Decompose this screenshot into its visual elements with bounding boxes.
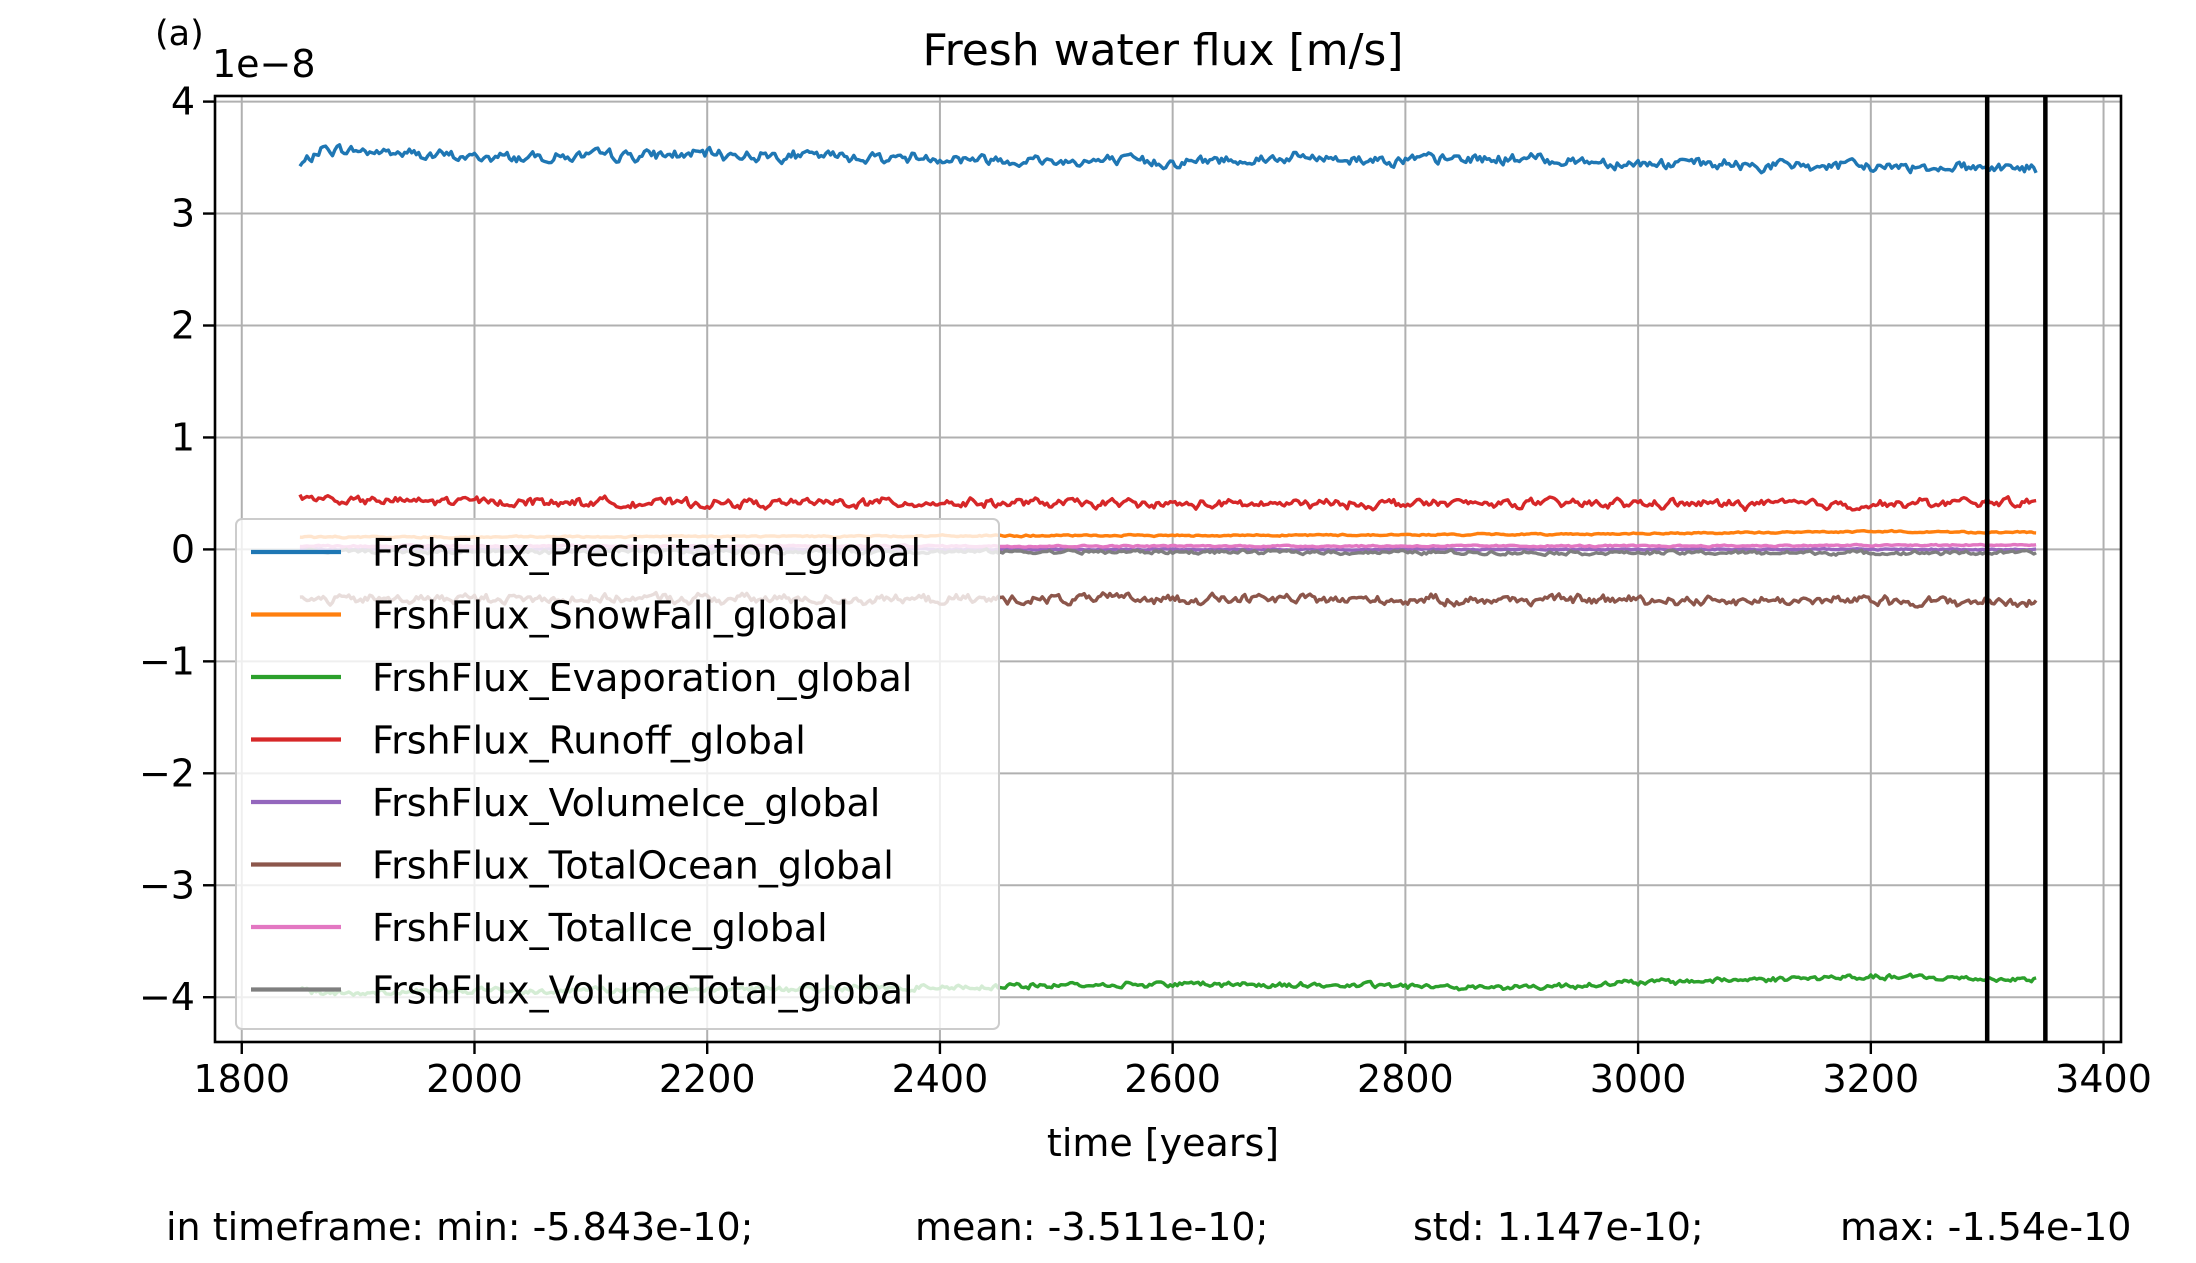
x-tick-label: 3200 (1822, 1057, 1919, 1101)
legend-entry: FrshFlux_SnowFall_global (372, 594, 849, 638)
plot-frame (213, 94, 2123, 1044)
x-tick-label: 2000 (426, 1057, 523, 1101)
legend-entry: FrshFlux_VolumeTotal_global (372, 969, 914, 1013)
x-tick-label: 2600 (1124, 1057, 1221, 1101)
series-line (298, 143, 2038, 175)
y-tick-label: 0 (171, 527, 195, 571)
y-tick-label: 3 (171, 192, 195, 236)
y-axis-ticks: −4 −3 −2 −1 0 1 2 3 4 (139, 80, 215, 1019)
legend-box (235, 518, 1000, 1030)
x-tick-label: 2200 (659, 1057, 756, 1101)
y-axis-offset-label: 1e−8 (212, 42, 316, 86)
y-tick-label: −2 (139, 751, 195, 795)
legend-entry: FrshFlux_VolumeIce_global (372, 781, 880, 825)
panel-label: (a) (155, 14, 204, 54)
y-tick-label: 2 (171, 304, 195, 348)
x-axis-ticks: 1800 2000 2200 2400 2600 2800 3000 3200 3400 (193, 1042, 2152, 1101)
y-tick-label: −4 (139, 975, 195, 1019)
legend-entry: FrshFlux_TotalOcean_global (372, 844, 894, 888)
legend-entry: FrshFlux_TotalIce_global (372, 906, 828, 950)
legend-entry: FrshFlux_Evaporation_global (372, 656, 912, 700)
series-line (298, 493, 2037, 512)
legend-entry: FrshFlux_Precipitation_global (372, 531, 921, 575)
chart-title: Fresh water flux [m/s] (922, 25, 1403, 76)
y-tick-label: −3 (139, 863, 195, 907)
y-tick-label: −1 (139, 639, 195, 683)
stats-max: max: -1.54e-10 (1840, 1205, 2132, 1249)
stats-mean: mean: -3.511e-10; (915, 1205, 1269, 1249)
stats-min: in timeframe: min: -5.843e-10; (166, 1205, 754, 1249)
stats-std: std: 1.147e-10; (1413, 1205, 1704, 1249)
y-tick-label: 4 (171, 80, 195, 124)
x-tick-label: 2400 (892, 1057, 989, 1101)
x-tick-label: 3000 (1590, 1057, 1687, 1101)
x-axis-label: time [years] (1047, 1121, 1279, 1165)
legend: FrshFlux_Precipitation_global FrshFlux_Sn… (235, 518, 1000, 1030)
x-tick-label: 1800 (193, 1057, 290, 1101)
y-tick-label: 1 (171, 415, 195, 459)
legend-entry: FrshFlux_Runoff_global (372, 719, 806, 763)
x-tick-label: 2800 (1357, 1057, 1454, 1101)
x-tick-label: 3400 (2055, 1057, 2152, 1101)
